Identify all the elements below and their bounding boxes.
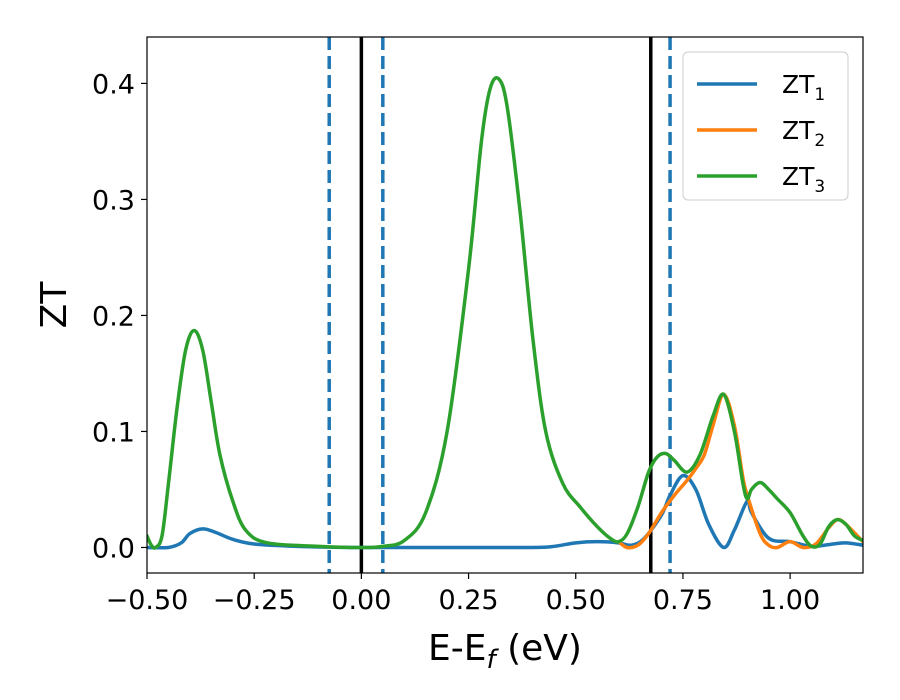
x-tick-label: 0.00 (331, 585, 391, 616)
y-axis: 0.0 0.1 0.2 0.3 0.4 (92, 69, 147, 564)
x-tick-label: 0.50 (546, 585, 606, 616)
x-tick-label: 0.75 (653, 585, 713, 616)
x-axis-title: E-Ef (eV) (428, 628, 582, 675)
x-tick-label: −0.25 (213, 585, 296, 616)
y-tick-label: 0.0 (92, 533, 135, 564)
x-tick-label: 0.25 (438, 585, 498, 616)
y-tick-label: 0.1 (92, 417, 135, 448)
y-tick-label: 0.4 (92, 69, 135, 100)
series-line-zt1 (147, 473, 863, 550)
x-tick-label: −0.50 (106, 585, 189, 616)
series-line-zt3 (147, 76, 863, 550)
legend-label-zt3: ZT3 (782, 162, 825, 197)
legend-label-zt1: ZT1 (782, 70, 825, 105)
y-tick-label: 0.3 (92, 185, 135, 216)
legend-box (682, 51, 849, 201)
legend: ZT1 ZT2 ZT3 (682, 51, 849, 201)
y-tick-label: 0.2 (92, 301, 135, 332)
plot-frame (146, 36, 864, 574)
x-axis: −0.50 −0.25 0.00 0.25 0.50 0.75 1.00 (106, 573, 820, 616)
y-axis-title: ZT (34, 281, 75, 329)
legend-label-zt2: ZT2 (782, 116, 825, 151)
series-layer (147, 76, 863, 550)
reference-lines (327, 37, 672, 573)
x-tick-label: 1.00 (760, 585, 820, 616)
